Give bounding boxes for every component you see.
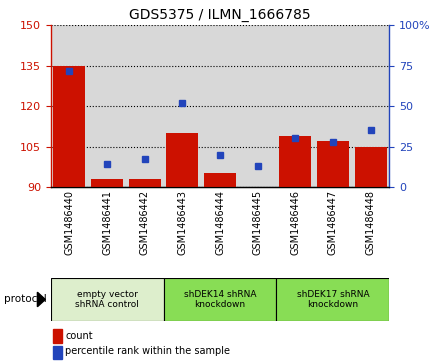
Text: count: count [65,331,93,341]
Bar [355,147,387,187]
Bar [279,136,311,187]
Bar [164,25,201,187]
Bar [201,25,239,187]
Bar [317,141,349,187]
Bar [164,278,276,321]
Text: percentile rank within the sample: percentile rank within the sample [65,346,230,356]
Bar [166,133,198,187]
Bar [204,174,236,187]
Text: empty vector
shRNA control: empty vector shRNA control [75,290,139,309]
Text: shDEK14 shRNA
knockdown: shDEK14 shRNA knockdown [184,290,256,309]
Bar [51,278,164,321]
Text: shDEK17 shRNA
knockdown: shDEK17 shRNA knockdown [297,290,369,309]
Bar [129,179,161,187]
Bar [276,25,314,187]
Bar [126,25,164,187]
Bar [276,278,389,321]
Bar [239,25,276,187]
Text: protocol: protocol [4,294,47,305]
Bar [91,179,123,187]
Bar [314,25,352,187]
Bar [88,25,126,187]
Bar [53,66,85,187]
Bar [352,25,389,187]
Title: GDS5375 / ILMN_1666785: GDS5375 / ILMN_1666785 [129,8,311,22]
Bar [51,25,88,187]
